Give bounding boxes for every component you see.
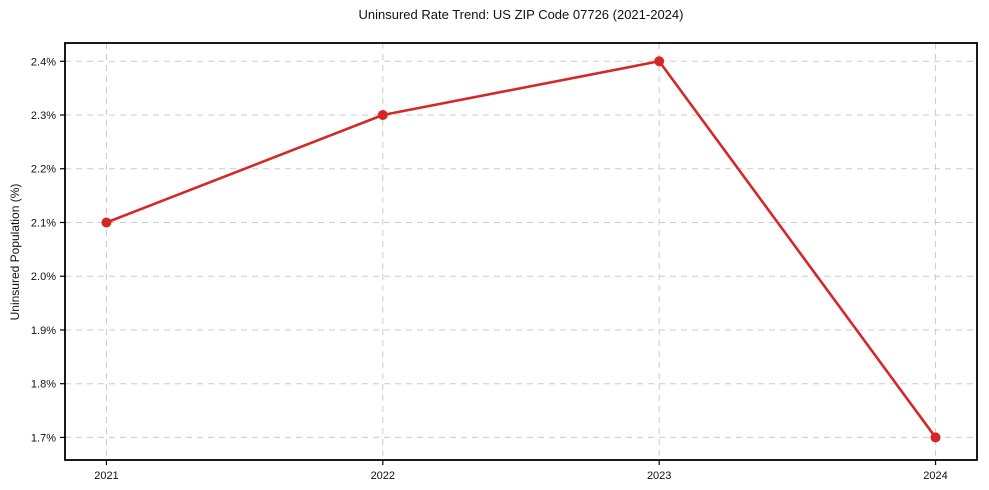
y-tick-label: 2.4% (31, 56, 56, 68)
y-tick-label: 2.1% (31, 217, 56, 229)
chart-title: Uninsured Rate Trend: US ZIP Code 07726 … (358, 7, 684, 22)
y-tick-label: 1.7% (31, 432, 56, 444)
y-tick-label: 2.0% (31, 271, 56, 283)
x-tick-label: 2023 (647, 470, 671, 482)
y-tick-label: 2.3% (31, 110, 56, 122)
data-point-marker (101, 217, 112, 228)
data-point-marker (654, 56, 665, 67)
y-tick-label: 1.8% (31, 379, 56, 391)
x-tick-label: 2024 (923, 470, 947, 482)
data-point-marker (930, 432, 941, 443)
plot-frame (64, 42, 978, 461)
x-tick-label: 2021 (94, 470, 118, 482)
y-tick-label: 1.9% (31, 325, 56, 337)
trend-line (105, 59, 937, 439)
data-point-marker (377, 110, 388, 121)
x-tick-label: 2022 (371, 470, 395, 482)
y-tick-label: 2.2% (31, 164, 56, 176)
